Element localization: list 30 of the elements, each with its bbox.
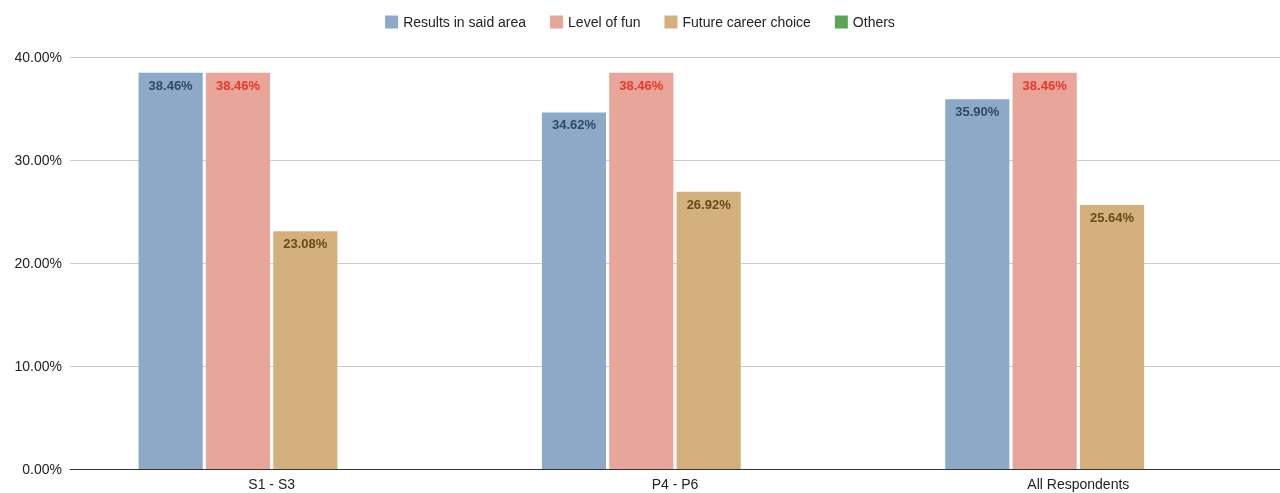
bar bbox=[273, 231, 338, 469]
x-tick-label: P4 - P6 bbox=[651, 476, 699, 492]
x-tick-label: All Respondents bbox=[1027, 476, 1130, 492]
y-tick-label: 40.00% bbox=[14, 49, 62, 65]
data-label: 35.90% bbox=[955, 104, 1000, 120]
bar bbox=[1079, 204, 1145, 469]
bar bbox=[541, 112, 607, 469]
legend-label: Results in said area bbox=[403, 14, 527, 30]
y-tick-label: 20.00% bbox=[14, 255, 62, 271]
legend-label: Level of fun bbox=[568, 14, 641, 30]
legend-label: Future career choice bbox=[682, 14, 812, 30]
data-label: 25.64% bbox=[1089, 209, 1135, 225]
data-label: 38.46% bbox=[215, 77, 261, 93]
bar bbox=[205, 72, 271, 469]
bar bbox=[1012, 72, 1077, 469]
x-tick-label: S1 - S3 bbox=[248, 476, 296, 492]
bar bbox=[676, 191, 741, 469]
y-tick-label: 30.00% bbox=[14, 152, 62, 168]
data-label: 26.92% bbox=[686, 196, 732, 212]
bar bbox=[138, 72, 203, 469]
data-label: 38.46% bbox=[619, 77, 664, 93]
y-tick-label: 10.00% bbox=[14, 358, 62, 374]
data-label: 23.08% bbox=[283, 236, 328, 252]
data-label: 38.46% bbox=[1022, 77, 1068, 93]
bar bbox=[609, 72, 674, 469]
bar bbox=[945, 99, 1010, 469]
legend-label: Others bbox=[852, 14, 895, 30]
y-tick-label: 0.00% bbox=[22, 461, 62, 477]
data-label: 34.62% bbox=[551, 117, 597, 133]
data-label: 38.46% bbox=[148, 77, 194, 93]
